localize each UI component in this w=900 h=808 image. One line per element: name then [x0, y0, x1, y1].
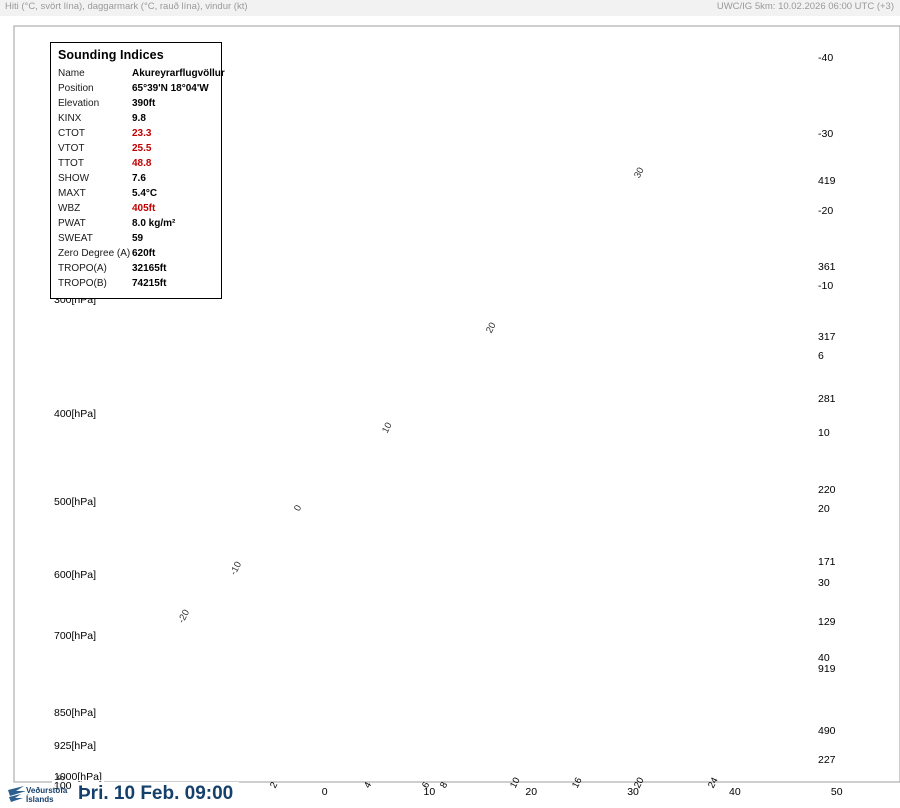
right-axis-label: 919	[818, 663, 836, 675]
right-axis-label: 361	[818, 261, 836, 273]
indices-row: Name Akureyrarflugvöllur	[58, 66, 225, 81]
right-axis-label: -20	[818, 205, 834, 217]
indices-key: SHOW	[58, 173, 90, 184]
temperature-axis-label: 20	[525, 786, 538, 798]
indices-value: 65°39'N 18°04'W	[132, 83, 209, 94]
indices-value: 405ft	[132, 203, 156, 214]
indices-key: CTOT	[58, 128, 86, 139]
indices-value: 5.4°C	[132, 188, 158, 199]
temperature-axis-label: -10	[219, 786, 236, 798]
right-axis-label: 281	[818, 393, 836, 405]
indices-value: Akureyrarflugvöllur	[132, 68, 225, 79]
indices-row: MAXT 5.4°C	[58, 186, 214, 201]
indices-key: TROPO(B)	[58, 278, 107, 289]
pressure-axis-label: 700[hPa]	[52, 629, 99, 642]
right-axis-label: 490	[818, 725, 836, 737]
pressure-axis-label: 500[hPa]	[52, 496, 99, 509]
indices-key: VTOT	[58, 143, 85, 154]
right-axis-label: -40	[818, 52, 834, 64]
right-axis-label: 171	[818, 556, 836, 568]
right-axis-label: 129	[818, 616, 836, 628]
right-axis-label: 419	[818, 175, 836, 187]
pressure-axis-label: 925[hPa]	[52, 740, 99, 753]
indices-value: 390ft	[132, 98, 156, 109]
indices-row: Zero Degree (A) 620ft	[58, 246, 214, 261]
indices-value: 7.6	[132, 173, 146, 184]
indices-key: PWAT	[58, 218, 86, 229]
indices-key: MAXT	[58, 188, 86, 199]
right-axis-label: 317	[818, 331, 836, 343]
indices-value: 48.8	[132, 158, 152, 169]
indices-row: WBZ 405ft	[58, 201, 214, 216]
indices-value: 25.5	[132, 143, 152, 154]
right-axis-label: 40	[818, 652, 830, 664]
indices-row: CTOT 23.3	[58, 126, 214, 141]
right-axis-label: 220	[818, 484, 836, 496]
right-axis-label: -30	[818, 128, 834, 140]
temperature-axis-label: 0	[321, 786, 328, 798]
indices-row: TROPO(B) 74215ft	[58, 276, 214, 291]
pressure-axis-label-1000: 1000[hPa]	[52, 780, 104, 792]
right-axis-label: 20	[818, 503, 830, 515]
indices-value: 74215ft	[132, 278, 167, 289]
indices-key: Position	[58, 83, 94, 94]
right-axis-label: -10	[818, 280, 834, 292]
indices-value: 59	[132, 233, 144, 244]
indices-row: Position 65°39'N 18°04'W	[58, 81, 214, 96]
indices-key: TROPO(A)	[58, 263, 107, 274]
indices-key: Name	[58, 68, 85, 79]
right-axis-label: 6	[818, 350, 824, 362]
indices-row: TTOT 48.8	[58, 156, 214, 171]
indices-row: SWEAT 59	[58, 231, 214, 246]
right-axis-label: 30	[818, 577, 830, 589]
indices-row: Elevation 390ft	[58, 96, 214, 111]
indices-row: VTOT 25.5	[58, 141, 214, 156]
sounding-indices-title: Sounding Indices	[58, 48, 164, 62]
indices-key: Elevation	[58, 98, 100, 109]
indices-key: Zero Degree (A)	[58, 248, 131, 259]
indices-value: 620ft	[132, 248, 156, 259]
sounding-indices-rows: Name Akureyrarflugvöllur Position 65°39'N 1…	[58, 66, 225, 291]
sounding-indices-panel: Sounding Indices Name Akureyrarflugvöllur…	[50, 42, 225, 299]
temperature-axis-label: 40	[729, 786, 741, 798]
indices-value: 8.0 kg/m²	[132, 218, 176, 229]
indices-key: WBZ	[58, 203, 81, 214]
right-axis-label: 227	[818, 754, 836, 766]
pressure-axis-label: 850[hPa]	[52, 706, 99, 719]
indices-key: SWEAT	[58, 233, 93, 244]
indices-row: TROPO(A) 32165ft	[58, 261, 214, 276]
temperature-axis-label: -20	[118, 786, 134, 798]
pressure-axis-label: 400[hPa]	[52, 407, 99, 420]
indices-value: 9.8	[132, 113, 146, 124]
indices-value: 23.3	[132, 128, 152, 139]
right-axis-label: 10	[818, 427, 830, 439]
temperature-axis-label: 30	[627, 786, 639, 798]
pressure-axis-label: 600[hPa]	[52, 568, 99, 581]
indices-row: SHOW 7.6	[58, 171, 214, 186]
indices-row: PWAT 8.0 kg/m²	[58, 216, 214, 231]
header-right-caption: UWC/IG 5km: 10.02.2026 06:00 UTC (+3)	[716, 1, 894, 12]
indices-value: 32165ft	[132, 263, 167, 274]
indices-row: KINX 9.8	[58, 111, 214, 126]
header-left-caption: Hiti (°C, svört lína), daggarmark (°C, r…	[5, 1, 248, 12]
temperature-axis-label: 50	[830, 786, 843, 798]
indices-key: TTOT	[58, 158, 84, 169]
indices-key: KINX	[58, 113, 82, 124]
temperature-axis-label: 10	[423, 786, 436, 798]
